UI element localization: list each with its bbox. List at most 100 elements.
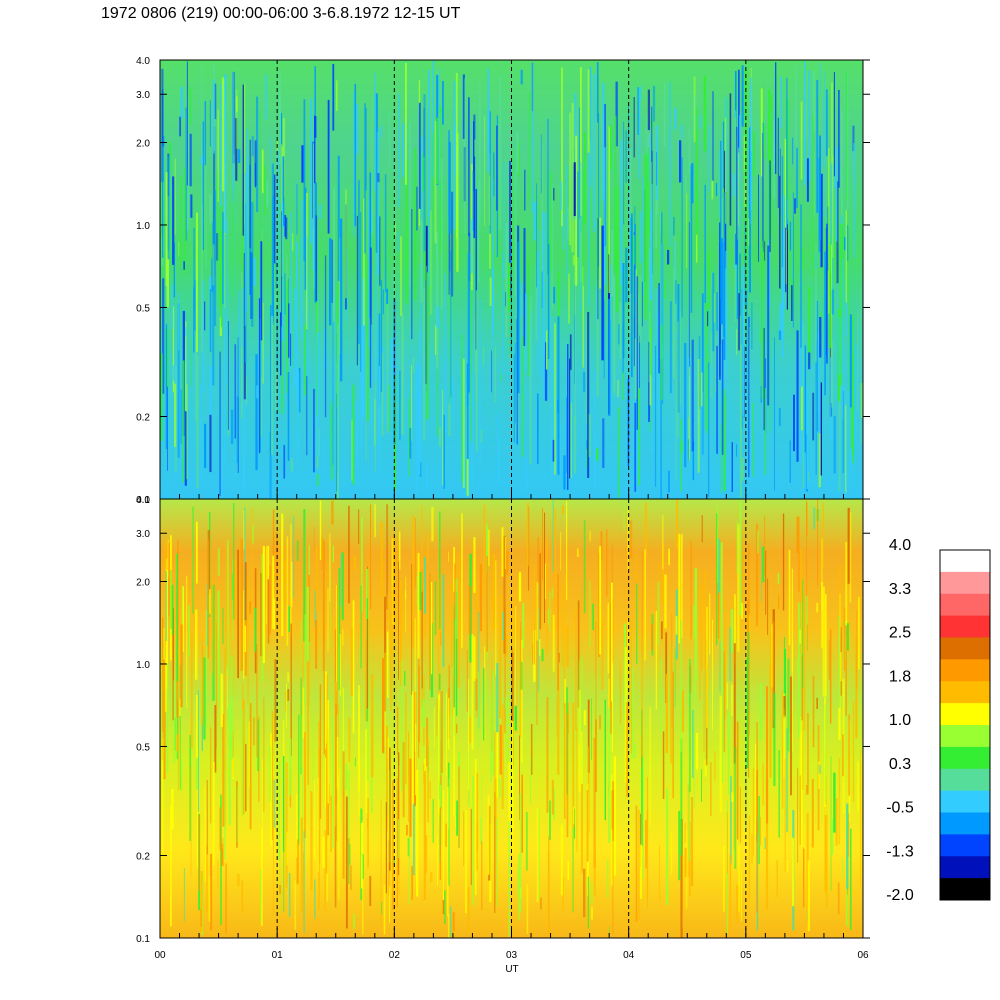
bottom-streak	[165, 558, 168, 689]
top-streak	[223, 234, 225, 326]
bottom-streak	[332, 718, 334, 849]
top-streak	[779, 302, 782, 338]
bottom-streak	[317, 777, 319, 872]
bottom-streak	[771, 624, 773, 688]
top-streak	[390, 338, 393, 366]
bottom-streak	[455, 816, 457, 828]
bottom-streak	[741, 603, 743, 620]
top-streak	[496, 125, 498, 211]
bottom-streak	[825, 814, 828, 909]
top-streak	[619, 301, 622, 359]
bottom-streak	[197, 690, 199, 812]
top-streak	[493, 152, 495, 197]
bottom-streak	[476, 773, 479, 852]
bottom-streak	[821, 581, 824, 649]
top-streak	[303, 99, 306, 262]
top-streak	[467, 253, 470, 393]
bottom-streak	[758, 796, 760, 864]
bottom-streak	[801, 579, 804, 689]
top-streak	[617, 380, 619, 398]
colorbar-swatch	[940, 812, 990, 835]
top-streak	[356, 215, 358, 366]
bottom-streak	[358, 685, 360, 792]
top-streak	[336, 80, 338, 111]
top-streak	[719, 150, 721, 218]
top-streak	[178, 242, 180, 257]
top-streak	[595, 286, 597, 326]
top-streak	[596, 281, 599, 397]
top-streak	[760, 386, 762, 403]
bottom-streak	[491, 670, 495, 775]
bottom-streak	[300, 620, 302, 679]
bottom-streak	[274, 659, 277, 742]
bottom-streak	[287, 689, 290, 701]
top-streak	[808, 287, 811, 366]
top-streak	[369, 247, 372, 388]
top-streak	[450, 251, 452, 397]
top-streak	[491, 350, 492, 393]
bottom-streak	[392, 780, 394, 910]
top-streak	[180, 175, 182, 267]
bottom-streak	[561, 583, 563, 667]
top-streak	[426, 272, 429, 420]
bottom-streak	[369, 876, 372, 906]
bottom-streak	[563, 574, 565, 708]
top-streak	[172, 176, 175, 265]
top-streak	[635, 269, 637, 400]
bottom-streak	[206, 845, 208, 913]
bottom-streak	[360, 585, 362, 669]
bottom-streak	[539, 553, 542, 630]
bottom-streak	[817, 499, 819, 586]
bottom-streak	[699, 568, 701, 701]
bottom-streak	[611, 543, 613, 589]
bottom-streak	[807, 713, 809, 795]
top-streak	[184, 167, 186, 274]
top-streak	[745, 201, 747, 291]
bottom-streak	[592, 603, 594, 631]
bottom-streak	[599, 546, 602, 655]
top-streak	[423, 94, 426, 252]
top-streak	[479, 299, 481, 465]
bottom-streak	[657, 581, 660, 645]
bottom-streak	[777, 572, 780, 584]
top-streak	[572, 255, 575, 266]
top-streak	[722, 121, 724, 189]
top-streak	[256, 385, 259, 399]
x-tick-label: 00	[154, 950, 166, 961]
bottom-streak	[273, 599, 275, 630]
bottom-streak	[496, 688, 499, 798]
top-streak	[193, 287, 195, 353]
bottom-streak	[424, 758, 426, 775]
top-streak	[735, 70, 737, 136]
top-streak	[710, 366, 712, 388]
top-streak	[300, 200, 303, 340]
bottom-streak	[782, 513, 785, 611]
top-streak	[702, 392, 704, 476]
x-tick-label: 01	[272, 950, 284, 961]
top-streak	[378, 313, 381, 406]
top-streak	[560, 181, 562, 211]
top-streak	[632, 235, 636, 265]
top-streak	[599, 217, 602, 289]
bottom-streak	[167, 539, 169, 577]
top-streak	[212, 79, 215, 154]
bottom-streak	[291, 562, 293, 607]
top-streak	[497, 412, 500, 485]
colorbar-label: -0.5	[886, 800, 914, 817]
top-streak	[260, 110, 261, 251]
bottom-streak	[623, 499, 625, 532]
top-streak	[301, 145, 304, 183]
bottom-streak	[224, 771, 226, 826]
bottom-streak	[627, 507, 629, 572]
top-streak	[345, 189, 347, 299]
bottom-streak	[487, 795, 490, 875]
top-streak	[426, 462, 428, 488]
bottom-streak	[577, 600, 580, 708]
bottom-streak	[552, 614, 555, 672]
top-streak	[474, 317, 476, 372]
top-streak	[594, 385, 597, 487]
bottom-streak	[198, 814, 200, 891]
bottom-streak	[630, 621, 632, 754]
bottom-streak	[408, 733, 410, 823]
top-streak	[307, 235, 309, 328]
